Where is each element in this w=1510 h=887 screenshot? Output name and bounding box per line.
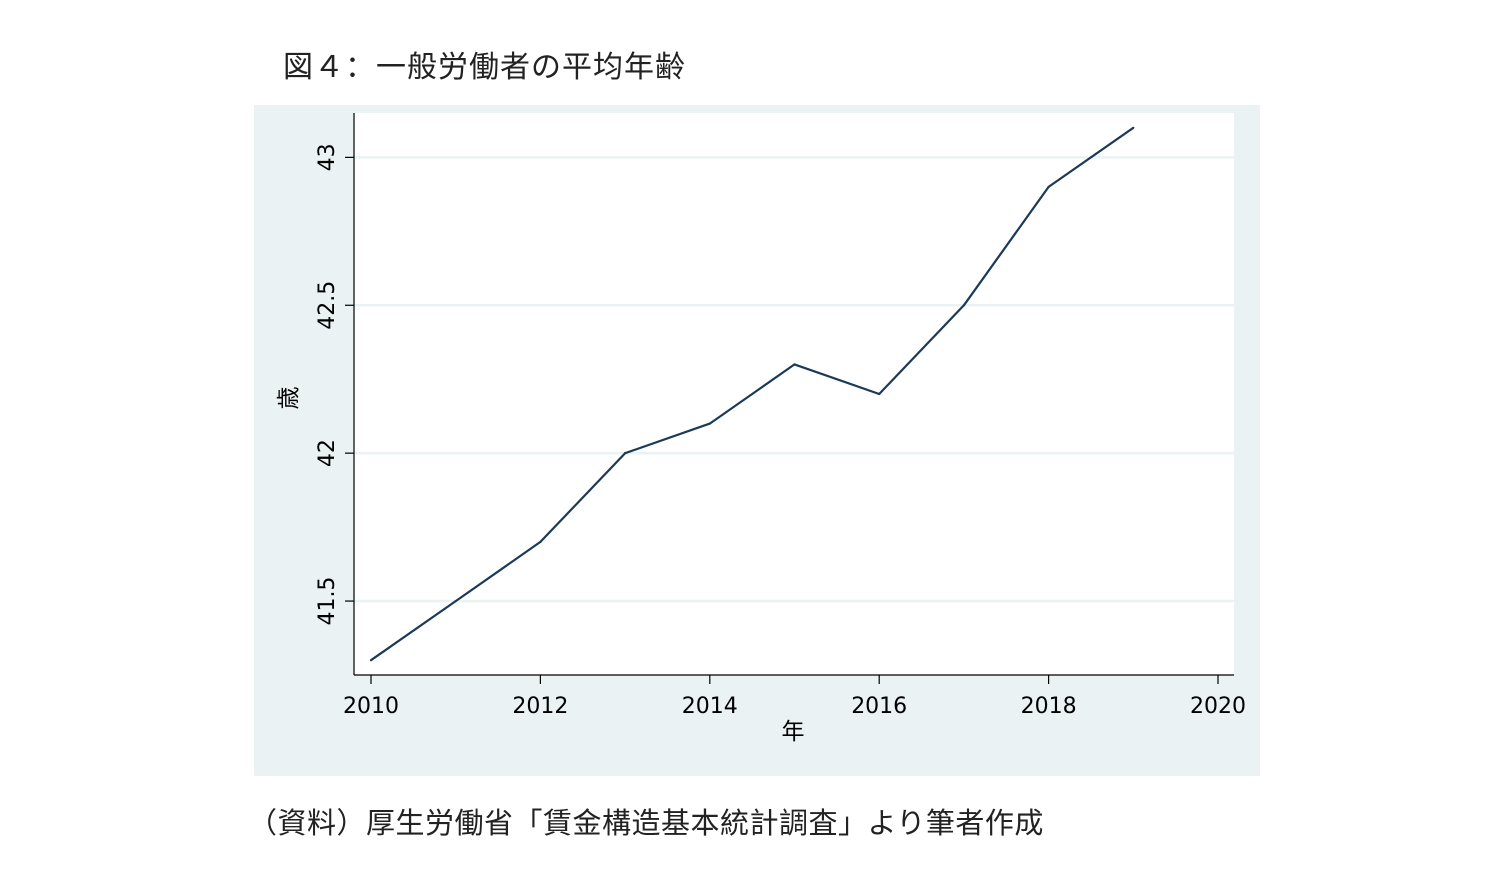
x-tick-label-2: 2014	[682, 694, 738, 719]
x-tick-label-1: 2012	[512, 694, 568, 719]
x-tick-label-0: 2010	[343, 694, 399, 719]
y-tick-label-3: 43	[315, 143, 340, 171]
data-point-0-5	[793, 363, 796, 366]
x-tick-label-3: 2016	[851, 694, 907, 719]
series-line-0	[370, 126, 1134, 662]
x-tick-label-5: 2020	[1190, 694, 1246, 719]
y-tick-label-0: 41.5	[315, 577, 340, 626]
data-point-0-8	[1047, 185, 1050, 189]
figure-title: 図４：一般労働者の平均年齢	[283, 50, 686, 85]
y-tick-label-2: 42.5	[315, 281, 340, 330]
x-tick-label-4: 2018	[1021, 694, 1077, 719]
data-point-0-1	[454, 599, 457, 603]
data-point-0-4	[708, 422, 711, 425]
data-point-0-9	[1132, 126, 1135, 129]
data-point-0-0	[369, 659, 373, 662]
source-note: （資料）厚生労働省「賃金構造基本統計調査」より筆者作成	[248, 806, 1044, 840]
line-chart: 41.5 42 42.5 43 2010 2012 2014 2016 2018 2020 年 歳	[276, 113, 1246, 745]
data-point-0-2	[539, 540, 542, 543]
chart-panel: 41.5 42 42.5 43 2010 2012 2014 2016 2018 2020 年 歳	[254, 105, 1260, 776]
data-point-0-6	[878, 392, 881, 396]
plot-area	[354, 113, 1234, 675]
data-point-0-7	[962, 304, 966, 307]
y-tick-label-1: 42	[315, 439, 340, 467]
x-axis-title: 年	[782, 719, 805, 745]
y-axis-title: 歳	[276, 387, 302, 410]
data-point-0-3	[624, 452, 627, 455]
